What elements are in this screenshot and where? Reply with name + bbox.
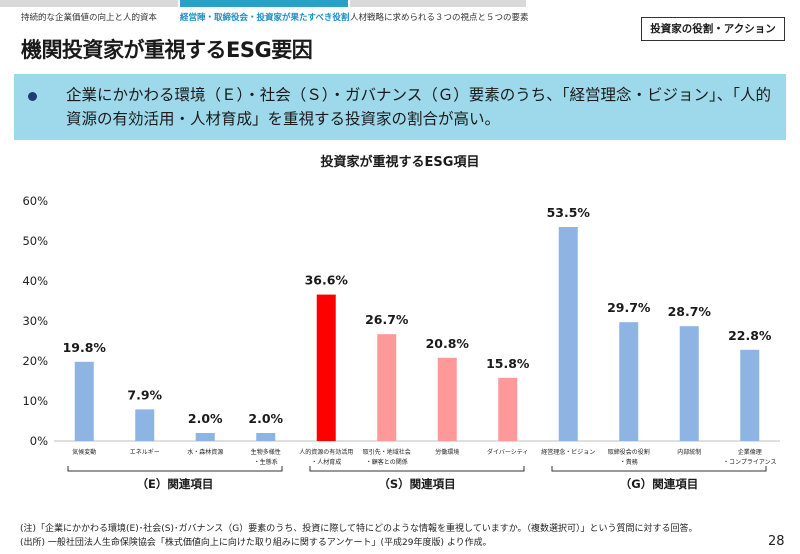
group-bracket <box>551 466 767 472</box>
data-label: 20.8% <box>426 336 470 351</box>
x-tick-label: ・人材育成 <box>311 458 341 466</box>
tab-label: 経営陣・取締役会・投資家が果たすべき役割 <box>180 13 350 23</box>
footnotes: (注)「企業にかかわる環境(E)･社会(S)･ガバナンス（G）要素のうち、投資に… <box>20 522 698 550</box>
x-tick-label: 気候変動 <box>72 448 96 456</box>
bar <box>74 361 94 441</box>
data-label: 7.9% <box>127 387 162 402</box>
bar <box>195 433 215 441</box>
data-label: 2.0% <box>248 411 283 426</box>
data-label: 22.8% <box>728 328 772 343</box>
y-tick-label: 50% <box>22 234 48 248</box>
y-tick-label: 40% <box>22 274 48 288</box>
tab-label: 持続的な企業価値の向上と人的資本 <box>20 13 157 23</box>
esg-bar-chart: 投資家が重視するESG項目 0% 10% 20% 30% 40% 50% 60% 19.8% 気候… <box>22 154 780 491</box>
page-title: 機関投資家が重視するESG要因 <box>21 38 313 62</box>
data-label: 19.8% <box>63 340 107 355</box>
x-tick-label: 労働環境 <box>435 448 459 456</box>
x-tick-label: 経営理念・ビジョン <box>541 448 595 456</box>
note-source: (出所) 一般社団法人生命保険協会「株式価値向上に向けた取り組みに関するアンケー… <box>20 538 492 548</box>
page-number: 28 <box>768 534 785 549</box>
tab-human-capital[interactable]: 持続的な企業価値の向上と人的資本 <box>0 0 178 30</box>
group-bracket <box>67 466 283 472</box>
x-tick-label: ・顧客との関係 <box>366 458 408 466</box>
x-tick-label: 企業倫理 <box>738 448 762 456</box>
x-tick-label: ・生態系 <box>254 458 278 466</box>
summary-box: 企業にかかわる環境（Ｅ）・社会（Ｓ）・ガバナンス（Ｇ）要素のうち、「経営理念・ビ… <box>14 74 786 140</box>
y-tick-label: 0% <box>30 434 48 448</box>
bar <box>316 294 336 441</box>
chart-title: 投資家が重視するESG項目 <box>321 154 480 170</box>
x-tick-label: 取締役会の役割 <box>608 448 650 456</box>
bar <box>256 433 276 441</box>
bar <box>498 377 518 441</box>
bar <box>437 357 457 441</box>
x-tick-label: ・責務 <box>620 458 638 466</box>
y-tick-label: 30% <box>22 314 48 328</box>
data-label: 29.7% <box>607 300 651 315</box>
y-tick-label: 10% <box>22 394 48 408</box>
bar <box>135 409 155 441</box>
x-tick-label: エネルギー <box>130 449 160 456</box>
x-tick-label: 取引先・地域社会 <box>363 448 411 456</box>
tab-roles[interactable]: 経営陣・取締役会・投資家が果たすべき役割 <box>180 0 350 30</box>
bar <box>377 334 397 441</box>
role-badge: 投資家の役割・アクション <box>641 17 785 41</box>
data-label: 26.7% <box>365 312 409 327</box>
tab-hr-strategy[interactable]: 人材戦略に求められる３つの視点と５つの要素 <box>350 0 529 30</box>
summary-text: 企業にかかわる環境（Ｅ）・社会（Ｓ）・ガバナンス（Ｇ）要素のうち、「経営理念・ビ… <box>66 86 771 128</box>
bullet-icon <box>28 92 37 101</box>
data-label: 15.8% <box>486 356 530 371</box>
x-tick-label: 人的資源の有効活用 <box>299 448 353 456</box>
note-question: (注)「企業にかかわる環境(E)･社会(S)･ガバナンス（G）要素のうち、投資に… <box>20 524 698 534</box>
y-tick-label: 20% <box>22 354 48 368</box>
bar <box>558 227 578 441</box>
tab-label: 人材戦略に求められる３つの視点と５つの要素 <box>350 13 529 23</box>
group-label: （S）関連項目 <box>378 477 455 491</box>
y-tick-label: 60% <box>22 194 48 208</box>
data-label: 36.6% <box>305 273 349 288</box>
group-bracket <box>309 466 525 472</box>
data-label: 28.7% <box>668 304 712 319</box>
group-label: （G）関連項目 <box>620 477 698 491</box>
section-tabs: 持続的な企業価値の向上と人的資本 経営陣・取締役会・投資家が果たすべき役割 人材… <box>0 0 800 30</box>
data-label: 53.5% <box>547 205 591 220</box>
x-tick-label: 水・森林資源 <box>187 448 223 456</box>
x-tick-label: ダイバーシティ <box>487 448 528 456</box>
x-tick-label: 内部統制 <box>677 448 701 456</box>
x-tick-label: ・コンプライアンス <box>723 459 776 466</box>
bar <box>679 326 699 441</box>
group-label: （E）関連項目 <box>137 477 214 491</box>
data-label: 2.0% <box>188 411 223 426</box>
bar <box>740 349 760 441</box>
x-tick-label: 生物多様性 <box>251 448 281 456</box>
bar <box>619 322 639 441</box>
